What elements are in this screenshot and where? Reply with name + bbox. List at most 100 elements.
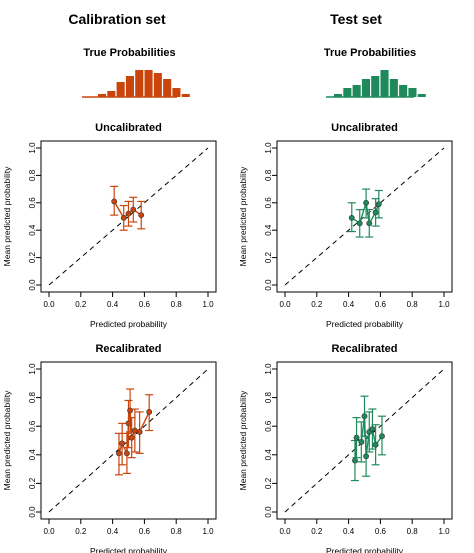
y-tick-label: 1.0 xyxy=(28,142,37,154)
histogram-bar xyxy=(163,79,172,97)
x-axis-label: Predicted probability xyxy=(326,546,404,553)
y-tick-label: 0.0 xyxy=(28,279,37,291)
x-tick-label: 0.0 xyxy=(43,527,55,536)
reference-diagonal xyxy=(284,147,445,286)
histogram-test-histogram: True Probabilities xyxy=(324,47,426,98)
data-point xyxy=(353,434,360,441)
plot-frame xyxy=(276,140,453,293)
y-tick-label: 0.4 xyxy=(264,449,273,461)
y-tick-label: 0.2 xyxy=(264,251,273,263)
x-axis-label: Predicted probability xyxy=(90,546,168,553)
y-tick-label: 1.0 xyxy=(264,142,273,154)
x-tick-label: 1.0 xyxy=(438,300,450,309)
data-point xyxy=(128,434,135,441)
reference-diagonal xyxy=(284,368,445,513)
y-tick-label: 0.4 xyxy=(28,224,37,236)
x-tick-label: 0.6 xyxy=(139,527,151,536)
data-point xyxy=(146,408,153,415)
histogram-bar xyxy=(380,70,389,97)
group-title-test: Test set xyxy=(330,11,382,27)
x-tick-label: 0.4 xyxy=(107,527,119,536)
y-tick-label: 0.4 xyxy=(264,224,273,236)
data-point xyxy=(366,220,373,227)
data-point xyxy=(131,427,138,434)
y-tick-label: 0.6 xyxy=(264,420,273,432)
histogram-bar xyxy=(352,85,361,97)
y-tick-label: 1.0 xyxy=(264,363,273,375)
data-point xyxy=(119,440,126,447)
x-tick-label: 0.4 xyxy=(107,300,119,309)
x-tick-label: 0.0 xyxy=(279,300,291,309)
x-tick-label: 0.8 xyxy=(171,527,183,536)
data-point xyxy=(379,433,385,440)
x-tick-label: 0.2 xyxy=(75,300,87,309)
x-tick-label: 0.2 xyxy=(311,300,323,309)
x-tick-label: 0.0 xyxy=(43,300,55,309)
x-axis-label: Predicted probability xyxy=(326,319,404,329)
panel-test-uncalibrated: Uncalibrated 0.0 0.0 0.2 0.2 0.4 0.4 0.6 0.6 0.8 0… xyxy=(238,122,453,329)
panel-calibration-recalibrated: Recalibrated 0.0 0.0 0.2 0.2 0.4 0.4 0.6 0.6 0.8 0… xyxy=(2,343,217,553)
panel-calibration-uncalibrated: Uncalibrated 0.0 0.0 0.2 0.2 0.4 0.4 0.6 0.6 0.8 0… xyxy=(2,122,217,329)
y-axis-label: Mean predicted probability xyxy=(238,166,248,266)
y-tick-label: 0.6 xyxy=(28,197,37,209)
y-tick-label: 0.0 xyxy=(264,279,273,291)
data-point xyxy=(369,426,376,432)
x-tick-label: 0.2 xyxy=(75,527,87,536)
y-axis-label: Mean predicted probability xyxy=(2,390,12,490)
x-tick-label: 1.0 xyxy=(438,527,450,536)
histogram-bar xyxy=(371,76,380,97)
histogram-bar xyxy=(144,70,153,97)
histogram-bar xyxy=(399,85,408,97)
y-tick-label: 0.2 xyxy=(264,477,273,489)
histogram-bar xyxy=(125,76,134,97)
plot-frame xyxy=(276,361,453,520)
x-tick-label: 0.8 xyxy=(407,300,419,309)
x-tick-label: 0.8 xyxy=(171,300,183,309)
y-tick-label: 0.4 xyxy=(28,449,37,461)
data-point xyxy=(372,209,379,216)
histogram-bar xyxy=(116,82,125,97)
data-point xyxy=(136,429,143,435)
histogram-bar xyxy=(98,94,107,97)
data-point xyxy=(352,457,358,464)
data-point xyxy=(130,206,137,213)
histogram-bar xyxy=(343,88,352,97)
x-axis-label: Predicted probability xyxy=(90,319,168,329)
histogram-bar xyxy=(389,79,398,97)
data-point xyxy=(125,210,132,217)
data-point xyxy=(372,441,379,448)
x-tick-label: 0.6 xyxy=(375,300,387,309)
histogram-bar xyxy=(172,88,181,97)
y-tick-label: 0.2 xyxy=(28,251,37,263)
plot-area: True Probabilities True Probabilities Unca… xyxy=(2,47,453,553)
y-tick-label: 1.0 xyxy=(28,363,37,375)
x-tick-label: 0.6 xyxy=(375,527,387,536)
y-axis-label: Mean predicted probability xyxy=(238,390,248,490)
histogram-bar xyxy=(334,94,343,97)
y-tick-label: 0.6 xyxy=(264,197,273,209)
y-tick-label: 0.8 xyxy=(264,169,273,181)
histogram-calibration-histogram: True Probabilities xyxy=(82,47,190,98)
data-point xyxy=(116,450,122,457)
data-point xyxy=(348,214,355,221)
y-tick-label: 0.0 xyxy=(264,506,273,518)
y-axis-label: Mean predicted probability xyxy=(2,166,12,266)
panel-test-recalibrated: Recalibrated 0.0 0.0 0.2 0.2 0.4 0.4 0.6 0.6 0.8 0… xyxy=(238,343,453,553)
histogram-title: True Probabilities xyxy=(324,47,416,59)
data-point xyxy=(363,199,369,206)
x-tick-label: 0.4 xyxy=(343,527,355,536)
data-point xyxy=(111,198,118,205)
histogram-bar xyxy=(408,88,417,97)
x-tick-label: 0.2 xyxy=(311,527,323,536)
x-tick-label: 0.8 xyxy=(407,527,419,536)
data-point xyxy=(363,453,369,460)
data-point xyxy=(138,212,145,219)
x-tick-label: 0.6 xyxy=(139,300,151,309)
histogram-bar xyxy=(181,94,190,97)
y-tick-label: 0.2 xyxy=(28,477,37,489)
histogram-bar xyxy=(135,70,144,97)
plot-frame xyxy=(40,140,217,293)
histogram-bar xyxy=(153,73,162,97)
panel-title: Uncalibrated xyxy=(95,122,162,134)
